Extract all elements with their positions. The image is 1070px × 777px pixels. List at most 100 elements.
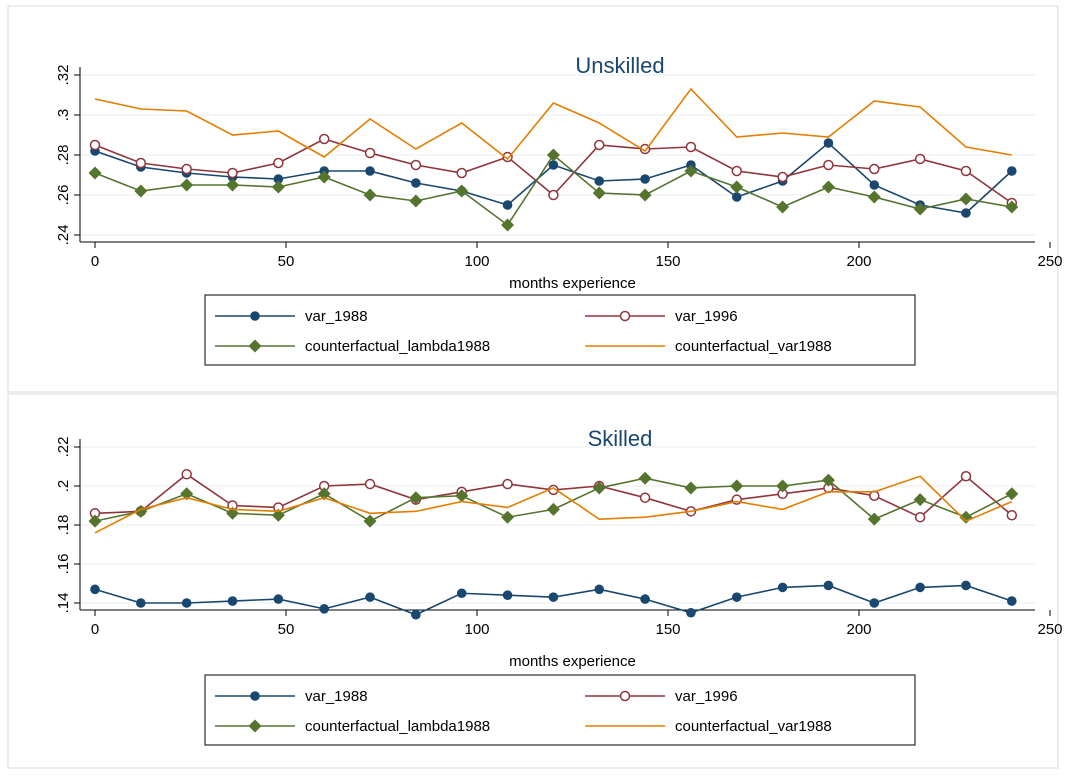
data-point (90, 584, 100, 595)
data-point (136, 598, 146, 608)
data-point (455, 184, 469, 198)
data-point (594, 176, 605, 186)
legend-entry-counterfactual_lambda1988: counterfactual_lambda1988 (215, 718, 490, 735)
data-point (365, 166, 375, 176)
legend-entry-var_1988: var_1988 (215, 688, 368, 705)
legend: var_1988 var_1996 counterfactual_lambda198… (204, 294, 916, 366)
data-point (867, 512, 881, 526)
legend-entry-var_1996: var_1996 (585, 308, 738, 325)
x-tick-label: 100 (464, 253, 489, 270)
data-point (639, 492, 651, 503)
data-point (867, 190, 881, 204)
data-point (363, 188, 377, 202)
data-point (869, 180, 880, 190)
x-axis-title: months experience (509, 275, 636, 292)
data-point (273, 157, 284, 169)
data-point (959, 192, 973, 206)
x-tick-label: 150 (655, 253, 680, 270)
data-point (1007, 596, 1017, 606)
data-point (1005, 487, 1019, 501)
data-point (88, 514, 102, 528)
panel-1: Skilled.14.16.18.2.220 50 100 150 200 250mont… (7, 393, 1063, 769)
data-point (546, 148, 560, 162)
y-tick-label: .16 (55, 554, 72, 575)
panel-0: Unskilled .24 .26 .28 .3 .32 0 50 100 150 200 250 mo… (7, 5, 1063, 393)
data-point (913, 202, 927, 216)
data-point (638, 188, 652, 202)
data-point (456, 588, 467, 599)
data-point (411, 609, 421, 620)
data-point (135, 157, 147, 169)
series-line (94, 87, 1012, 161)
data-point (593, 139, 605, 151)
series-counterfactual_var1988 (94, 475, 1013, 534)
x-tick-label: 50 (278, 253, 295, 270)
x-tick-label: 50 (278, 621, 295, 638)
data-point (548, 160, 559, 170)
data-point (546, 502, 560, 516)
y-tick-label: .3 (55, 109, 72, 122)
data-point (914, 511, 926, 523)
legend-entry-counterfactual_var1988: counterfactual_var1988 (585, 718, 832, 735)
series-counterfactual_lambda1988 (88, 148, 1019, 232)
data-point (411, 178, 421, 188)
legend-label: counterfactual_lambda1988 (305, 718, 490, 735)
x-tick-label: 150 (655, 621, 680, 638)
data-point (365, 592, 375, 602)
legend-marker (248, 339, 262, 353)
series-counterfactual_lambda1988 (88, 471, 1019, 528)
data-point (363, 514, 377, 528)
data-point (502, 200, 513, 210)
data-point (594, 584, 605, 595)
y-tick-label: .2 (55, 480, 72, 493)
data-point (592, 186, 606, 200)
x-tick-label: 0 (91, 253, 99, 270)
series-line (94, 475, 1013, 534)
legend-marker (250, 691, 260, 701)
y-tick-label: .22 (55, 437, 72, 458)
x-axis-title: months experience (509, 653, 636, 670)
legend-label: counterfactual_var1988 (675, 338, 832, 355)
data-point (731, 165, 743, 177)
data-point (501, 218, 515, 232)
data-point (592, 481, 606, 495)
legend-label: var_1996 (675, 688, 738, 705)
legend-frame (204, 674, 916, 746)
data-point (685, 141, 697, 153)
data-point (777, 171, 788, 183)
data-point (502, 590, 513, 600)
data-point (410, 159, 422, 171)
data-point (88, 166, 102, 180)
data-point (1006, 510, 1018, 521)
data-point (776, 479, 790, 493)
data-point (777, 582, 788, 593)
data-point (227, 596, 238, 606)
data-point (181, 163, 192, 175)
x-tick-label: 250 (1037, 253, 1062, 270)
legend-entry-var_1996: var_1996 (585, 688, 738, 705)
data-point (502, 478, 513, 490)
data-point (226, 178, 240, 192)
series-counterfactual_var1988 (94, 87, 1012, 161)
data-point (502, 151, 513, 163)
data-point (501, 510, 515, 524)
data-point (961, 580, 971, 591)
x-tick-label: 0 (91, 621, 99, 638)
legend-label: counterfactual_var1988 (675, 718, 832, 735)
data-point (869, 598, 880, 608)
data-point (456, 167, 467, 179)
x-tick-label: 100 (464, 621, 489, 638)
data-point (180, 178, 194, 192)
legend: var_1988 var_1996 counterfactual_lambda198… (204, 674, 916, 746)
data-point (409, 194, 423, 208)
data-point (960, 165, 972, 177)
data-point (823, 159, 834, 171)
legend-marker (250, 311, 260, 321)
data-point (271, 180, 285, 194)
y-tick-label: .24 (55, 225, 72, 246)
data-point (318, 133, 330, 145)
data-point (731, 192, 742, 202)
data-point (1005, 200, 1019, 214)
legend-entry-var_1988: var_1988 (215, 308, 368, 325)
